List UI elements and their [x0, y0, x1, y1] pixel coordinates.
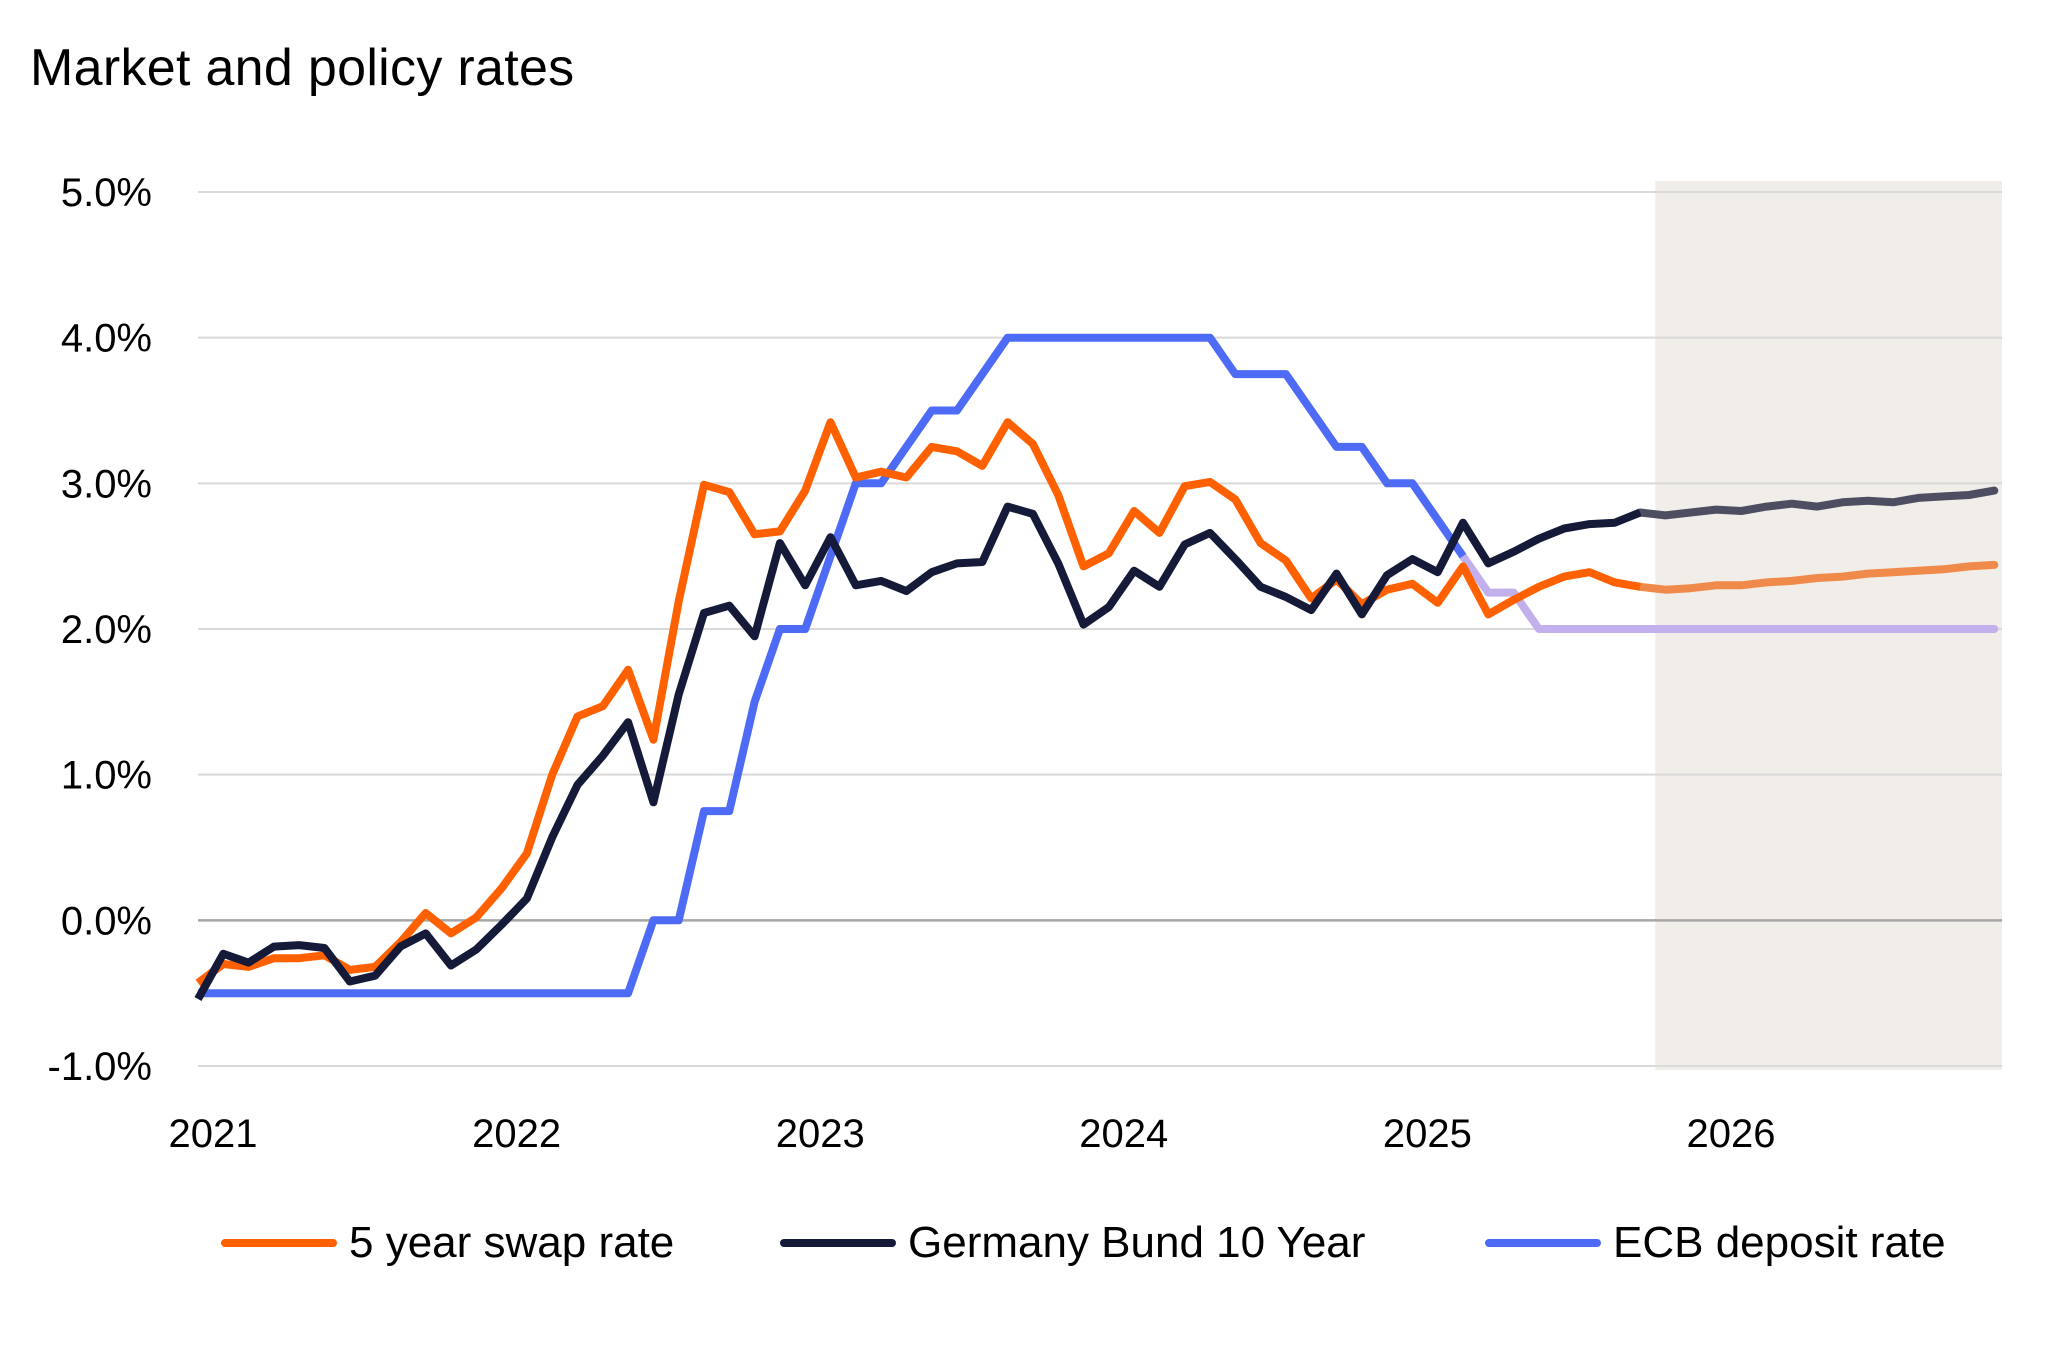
- chart-title: Market and policy rates: [30, 39, 575, 97]
- y-axis-labels: 5.0% 4.0% 3.0% 2.0% 1.0% 0.0% -1.0%: [48, 171, 153, 1089]
- legend-item-ecb[interactable]: ECB deposit rate: [1485, 1215, 1946, 1271]
- y-tick-label: 4.0%: [61, 317, 152, 361]
- y-tick-label: 2.0%: [61, 608, 152, 652]
- legend-label: Germany Bund 10 Year: [908, 1218, 1366, 1267]
- legend-item-bund[interactable]: Germany Bund 10 Year: [780, 1215, 1365, 1271]
- y-tick-label: 1.0%: [61, 754, 152, 798]
- legend-swatch-ecb: [1485, 1239, 1601, 1247]
- x-tick-label: 2024: [1079, 1112, 1168, 1156]
- x-tick-label: 2025: [1383, 1112, 1472, 1156]
- x-tick-label: 2022: [472, 1112, 561, 1156]
- series-line-germany-bund-10-year: [194, 502, 1642, 1001]
- legend-label: ECB deposit rate: [1613, 1218, 1946, 1267]
- y-tick-label: 0.0%: [61, 899, 152, 943]
- legend: 5 year swap rate Germany Bund 10 Year EC…: [0, 1215, 2048, 1271]
- y-tick-label: 5.0%: [61, 171, 152, 215]
- series-forecast-germany-bund-10-year: [1636, 486, 1999, 520]
- series-line-5-year-swap-rate: [195, 418, 1641, 987]
- x-tick-label: 2021: [169, 1112, 258, 1156]
- series-forecast-ecb-deposit-rate: [1459, 552, 1999, 633]
- legend-label: 5 year swap rate: [349, 1218, 675, 1267]
- series-lines: [194, 333, 1999, 1001]
- legend-item-swap[interactable]: 5 year swap rate: [221, 1215, 674, 1271]
- legend-swatch-bund: [780, 1239, 896, 1247]
- series-line-ecb-deposit-rate: [198, 333, 1467, 998]
- x-tick-label: 2026: [1687, 1112, 1776, 1156]
- series-forecast-5-year-swap-rate: [1636, 560, 1999, 594]
- x-tick-label: 2023: [776, 1112, 865, 1156]
- y-tick-label: 3.0%: [61, 462, 152, 506]
- legend-swatch-swap: [221, 1239, 337, 1247]
- x-axis-labels: 2021 2022 2023 2024 2025 2026: [169, 1112, 1776, 1156]
- y-tick-label: -1.0%: [48, 1045, 153, 1089]
